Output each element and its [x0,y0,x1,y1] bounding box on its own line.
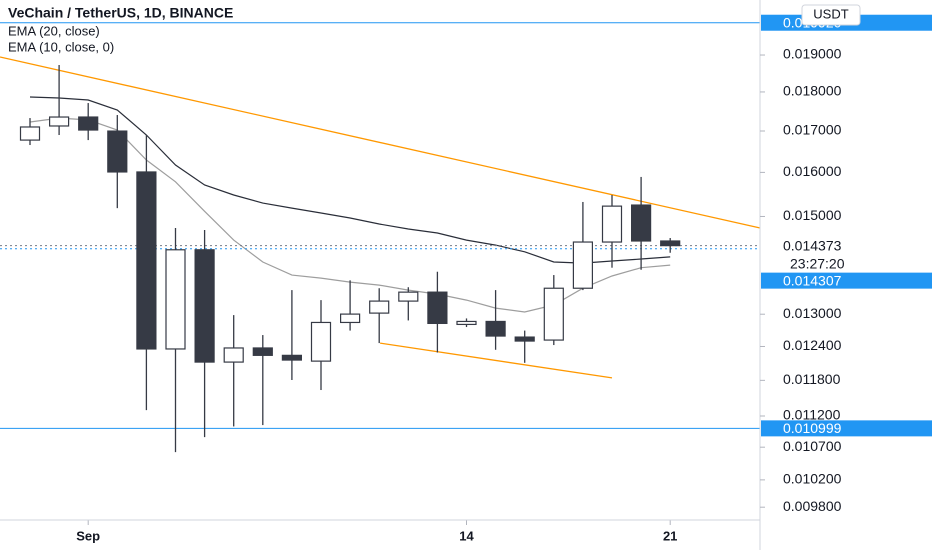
legend-entry: EMA (10, close, 0) [8,39,114,54]
countdown-box [761,255,932,272]
last-price-label: 0.014373 [783,237,842,253]
candle-body [165,249,186,350]
y-tick-label: 0.015000 [783,207,842,223]
currency-badge[interactable] [801,4,861,26]
candle-body [194,249,215,363]
candle-body [369,300,390,314]
y-tick-label: 0.018000 [783,83,842,99]
y-tick-label: 0.019000 [783,46,842,62]
price-axis: 0.009800 0.010200 0.010700 0.011200 0.011800… [760,46,842,514]
candle-body [630,204,652,242]
candle-body [310,321,332,362]
chart-title: VeChain / TetherUS, 1D, BINANCE [8,5,233,21]
plot-area: Sep 14 21 [0,22,761,543]
currency[interactable]: USDT [813,6,848,21]
y-tick-label: 0.010700 [783,438,842,454]
candle-body [252,347,273,356]
candle-body [543,287,564,341]
trend-line [0,56,761,229]
y-tick-label: 0.016000 [783,163,842,179]
candle-body [514,336,535,342]
candle-body [572,241,594,289]
candle-body [223,347,244,363]
x-tick-label: 14 [459,528,474,543]
marker-price-box [761,272,932,289]
last-price-label-box [761,237,932,254]
y-tick-label: 0.010200 [783,471,842,487]
y-tick-label: 0.011800 [783,371,841,387]
candle-body [136,171,157,350]
marker-price-label: 0.014307 [783,272,842,288]
candle-body [398,291,419,302]
candle-body [78,116,99,131]
countdown: 23:27:20 [790,255,845,271]
candle-body [48,116,70,127]
candle-body [340,313,361,324]
price-line-label-box [761,420,932,437]
candle-body [660,240,681,247]
candle-body [485,320,506,337]
y-tick-label: 0.011200 [783,407,841,423]
y-tick-label: 0.009800 [783,498,842,514]
candle-body [281,354,302,361]
y-tick-label: 0.013000 [783,305,842,321]
candle-body [107,130,128,173]
candle-body [19,126,41,141]
y-tick-label: 0.012400 [783,337,842,353]
legend-entry: EMA (20, close) [8,23,100,38]
y-tick-label: 0.017000 [783,122,842,138]
x-tick-label: 21 [663,528,677,543]
candle-body [427,291,448,325]
x-tick-label: Sep [76,528,100,543]
candle-body [456,320,477,326]
ema-line [29,96,671,264]
trend-line [380,342,613,379]
price-line-label: 0.010999 [783,420,842,436]
candle-body [601,205,623,243]
